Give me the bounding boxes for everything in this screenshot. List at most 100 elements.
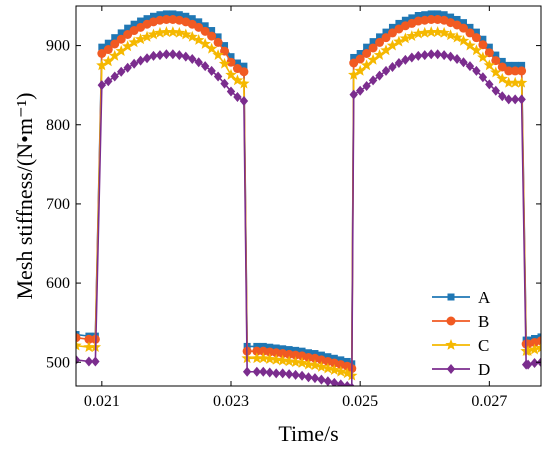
data-point [530, 358, 539, 369]
data-point [421, 11, 429, 19]
data-point [362, 49, 372, 58]
data-point [375, 37, 385, 47]
data-point [134, 33, 147, 45]
data-point [115, 45, 127, 56]
data-point [212, 49, 224, 60]
data-point [111, 34, 119, 42]
data-point [221, 42, 229, 50]
data-point [478, 40, 488, 50]
data-point [491, 85, 500, 96]
data-point [510, 94, 520, 105]
data-point [142, 53, 152, 64]
data-point [124, 24, 132, 32]
data-point [369, 38, 377, 46]
data-point [231, 74, 244, 86]
data-point [227, 53, 235, 61]
data-point [459, 57, 468, 68]
data-point [110, 39, 120, 49]
data-point [381, 33, 391, 43]
data-point [387, 28, 397, 38]
data-point [121, 40, 134, 52]
data-point [304, 372, 313, 383]
data-point [434, 10, 442, 18]
legend-marker [445, 339, 457, 350]
data-point [84, 334, 94, 344]
data-point [238, 77, 250, 89]
data-point [337, 356, 345, 364]
data-point [491, 56, 501, 66]
data-point [117, 66, 126, 77]
data-point [309, 359, 321, 371]
data-point [414, 50, 423, 61]
data-point [123, 30, 133, 39]
data-point [242, 366, 252, 377]
data-point [233, 59, 241, 67]
data-point [149, 50, 158, 61]
data-point [195, 18, 203, 26]
data-point [341, 367, 353, 379]
data-point [207, 65, 216, 76]
data-point [270, 353, 282, 365]
data-point [233, 92, 242, 103]
data-point [110, 71, 119, 82]
data-point [439, 50, 449, 61]
data-point [168, 49, 178, 60]
legend-label: A [478, 288, 491, 307]
data-point [305, 349, 312, 357]
legend-marker [446, 364, 456, 374]
data-point [284, 369, 294, 380]
data-point [323, 376, 333, 386]
data-point [194, 22, 204, 32]
data-point [414, 12, 422, 19]
data-point [536, 336, 541, 346]
data-point [444, 29, 457, 41]
data-point [419, 26, 431, 38]
y-tick-label: 900 [46, 38, 70, 55]
data-point [496, 72, 508, 84]
data-point [492, 51, 500, 59]
series-B [76, 14, 541, 374]
data-point [464, 39, 476, 51]
data-point [226, 57, 236, 67]
data-point [401, 54, 410, 65]
data-point [348, 382, 355, 386]
legend-label: D [478, 360, 490, 379]
legend-item-B: B [432, 312, 489, 331]
data-point [362, 80, 371, 91]
x-tick-label: 0.021 [84, 393, 120, 410]
data-point [225, 68, 237, 80]
data-point [180, 28, 192, 40]
data-point [169, 10, 177, 18]
data-point [103, 45, 113, 55]
data-point [406, 30, 418, 41]
data-point [431, 26, 444, 37]
data-point [84, 356, 94, 367]
data-point [395, 19, 403, 27]
data-point [459, 23, 468, 33]
data-point [477, 51, 489, 63]
legend-marker [447, 293, 455, 301]
data-point [218, 57, 231, 69]
data-point [408, 14, 416, 22]
data-point [373, 49, 386, 60]
data-point [147, 28, 160, 40]
y-tick-label: 500 [46, 354, 70, 371]
data-point [484, 48, 494, 58]
data-point [252, 366, 262, 377]
data-point [349, 89, 358, 100]
data-point [317, 351, 325, 359]
data-point [283, 355, 295, 367]
data-point [160, 26, 173, 37]
data-point [272, 344, 280, 352]
series-D [76, 49, 541, 386]
data-point [360, 59, 373, 71]
data-point [330, 377, 339, 386]
data-point [472, 65, 481, 76]
data-point [97, 49, 107, 58]
data-point [394, 58, 404, 68]
legend-label: B [478, 312, 489, 331]
data-point [76, 339, 82, 351]
data-point [266, 343, 274, 351]
data-point [162, 10, 170, 18]
